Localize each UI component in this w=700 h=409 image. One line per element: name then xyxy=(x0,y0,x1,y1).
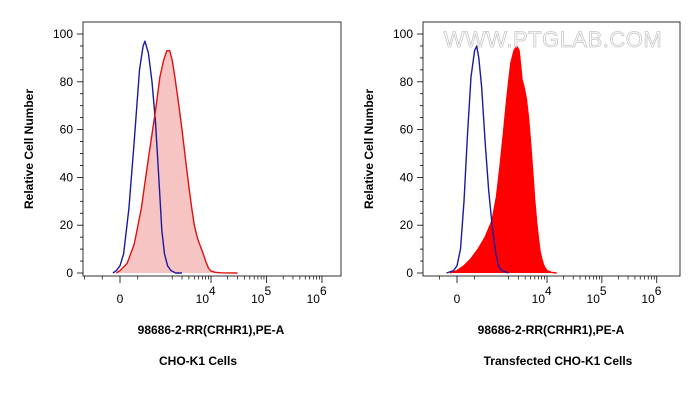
y-tick-label: 80 xyxy=(400,75,414,89)
histogram-line-2 xyxy=(116,50,238,274)
x-tick-label: 10 xyxy=(307,292,321,306)
y-tick-label: 40 xyxy=(400,170,414,184)
watermark-text: WWW.PTGLAB.COM xyxy=(444,27,662,52)
histogram-line-1 xyxy=(449,45,557,274)
panel-title: CHO-K1 Cells xyxy=(159,354,237,368)
x-tick-label: 10 xyxy=(587,292,601,306)
y-tick-label: 0 xyxy=(66,266,73,280)
y-tick-label: 0 xyxy=(406,266,413,280)
y-tick-label: 100 xyxy=(393,27,413,41)
x-tick-label: 10 xyxy=(641,292,655,306)
plot-area xyxy=(112,40,238,274)
panel-title: Transfected CHO-K1 Cells xyxy=(484,354,633,368)
x-tick-label-exponent: 6 xyxy=(655,284,662,298)
plot-frame xyxy=(82,21,342,277)
y-axis-label: Relative Cell Number xyxy=(22,89,36,209)
y-axis-label: Relative Cell Number xyxy=(362,89,376,209)
histogram-fill-1 xyxy=(450,46,557,273)
x-tick-label-exponent: 6 xyxy=(320,284,327,298)
y-tick-label: 20 xyxy=(60,218,74,232)
histogram-line-2 xyxy=(446,45,509,274)
y-tick-label: 20 xyxy=(400,218,414,232)
histogram-line-1 xyxy=(112,40,182,274)
x-tick-label-exponent: 5 xyxy=(600,284,607,298)
plot-area xyxy=(446,45,557,274)
x-tick-label: 10 xyxy=(532,292,546,306)
x-axis-label: 98686-2-RR(CRHR1),PE-A xyxy=(138,323,285,337)
histogram-fill-2 xyxy=(116,50,238,274)
x-tick-label-exponent: 4 xyxy=(209,284,216,298)
x-axis-label: 98686-2-RR(CRHR1),PE-A xyxy=(478,323,625,337)
y-tick-label: 80 xyxy=(60,75,74,89)
x-tick-label: 10 xyxy=(251,292,265,306)
y-tick-label: 40 xyxy=(60,170,74,184)
plot-frame xyxy=(422,21,681,277)
y-tick-label: 60 xyxy=(400,123,414,137)
x-tick-label-exponent: 5 xyxy=(264,284,271,298)
y-tick-label: 100 xyxy=(53,27,73,41)
x-tick-label: 10 xyxy=(196,292,210,306)
x-tick-label-exponent: 4 xyxy=(545,284,552,298)
x-tick-label: 0 xyxy=(117,292,124,306)
x-tick-label: 0 xyxy=(454,292,461,306)
y-tick-label: 60 xyxy=(60,123,74,137)
